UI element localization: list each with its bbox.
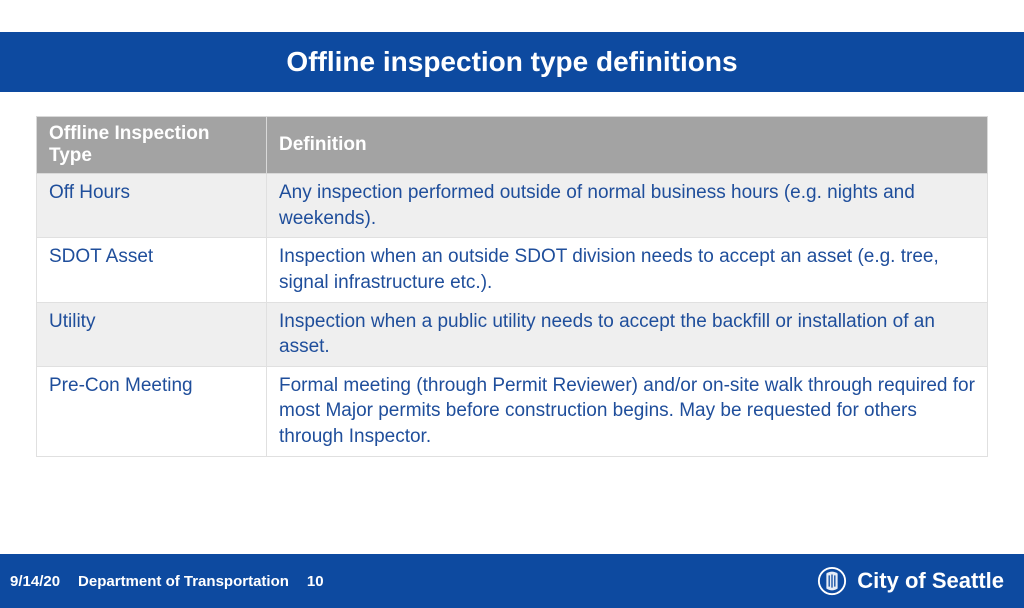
table-header-row: Offline Inspection Type Definition (37, 117, 988, 174)
table-row: Pre-Con Meeting Formal meeting (through … (37, 366, 988, 456)
footer-department: Department of Transportation (78, 573, 289, 590)
table-row: Off Hours Any inspection performed outsi… (37, 174, 988, 238)
city-seal-icon (817, 566, 847, 596)
table-row: Utility Inspection when a public utility… (37, 302, 988, 366)
cell-definition: Inspection when a public utility needs t… (267, 302, 988, 366)
cell-type: Off Hours (37, 174, 267, 238)
table-header-type: Offline Inspection Type (37, 117, 267, 174)
slide-title: Offline inspection type definitions (0, 32, 1024, 92)
table-row: SDOT Asset Inspection when an outside SD… (37, 238, 988, 302)
cell-type: SDOT Asset (37, 238, 267, 302)
table-header-definition: Definition (267, 117, 988, 174)
footer-city-label: City of Seattle (857, 568, 1004, 594)
cell-type: Utility (37, 302, 267, 366)
footer-left: 9/14/20 Department of Transportation 10 (10, 573, 324, 590)
cell-definition: Any inspection performed outside of norm… (267, 174, 988, 238)
footer-date: 9/14/20 (10, 573, 60, 590)
content-area: Offline Inspection Type Definition Off H… (0, 92, 1024, 457)
footer-right: City of Seattle (817, 566, 1004, 596)
slide-footer: 9/14/20 Department of Transportation 10 … (0, 554, 1024, 608)
cell-definition: Inspection when an outside SDOT division… (267, 238, 988, 302)
footer-page-number: 10 (307, 573, 324, 590)
cell-type: Pre-Con Meeting (37, 366, 267, 456)
definitions-table: Offline Inspection Type Definition Off H… (36, 116, 988, 457)
cell-definition: Formal meeting (through Permit Reviewer)… (267, 366, 988, 456)
